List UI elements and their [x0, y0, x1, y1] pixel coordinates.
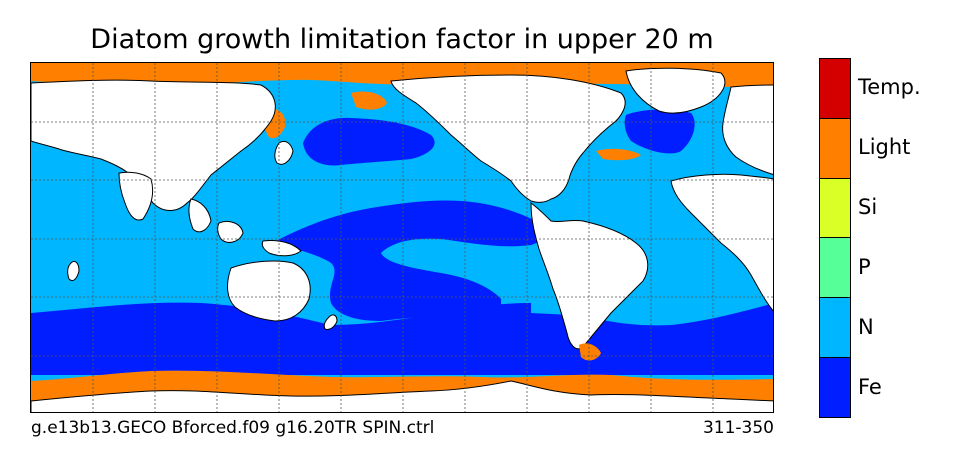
colorbar-segment-p: [820, 238, 850, 299]
colorbar-label-temp: Temp.: [858, 75, 921, 99]
arctic-light-region: [31, 63, 773, 88]
colorbar-labels: Temp. Light Si P N Fe: [858, 58, 958, 418]
map-title: Diatom growth limitation factor in upper…: [90, 24, 714, 55]
colorbar-label-p: P: [858, 255, 871, 279]
year-range-label: 311-350: [702, 418, 774, 438]
colorbar: [819, 58, 851, 418]
eurasia-east-land: [722, 84, 773, 175]
north-pacific-fe-region: [303, 117, 435, 166]
new-zealand-land: [323, 314, 338, 330]
equatorial-pacific-fe-region: [276, 200, 546, 321]
caribbean-light-region: [596, 148, 641, 161]
southeast-asia-land: [188, 198, 212, 233]
map-panel: [30, 62, 774, 413]
australia-land: [227, 260, 311, 322]
eurasia-west-land: [31, 79, 276, 211]
madagascar-land: [67, 260, 80, 282]
map-gridlines: [31, 63, 773, 412]
run-identifier-label: g.e13b13.GECO Bforced.f09 g16.20TR SPIN.…: [31, 418, 435, 438]
colorbar-segment-light: [820, 118, 850, 179]
colorbar-label-fe: Fe: [858, 375, 882, 399]
colorbar-segment-si: [820, 178, 850, 239]
colorbar-segment-temp: [820, 59, 850, 119]
colorbar-segment-n: [820, 298, 850, 359]
colorbar-label-light: Light: [858, 135, 911, 159]
india-land: [118, 171, 154, 221]
colorbar-segment-fe: [820, 358, 850, 417]
north-atlantic-fe-region: [624, 109, 695, 154]
africa-land: [670, 173, 773, 312]
limitation-map: [31, 63, 773, 412]
new-guinea-land: [261, 240, 302, 257]
borneo-land: [217, 220, 244, 243]
north-america-land: [390, 74, 626, 203]
bering-light-region: [351, 91, 387, 110]
colorbar-label-n: N: [858, 315, 874, 339]
colorbar-label-si: Si: [858, 195, 878, 219]
